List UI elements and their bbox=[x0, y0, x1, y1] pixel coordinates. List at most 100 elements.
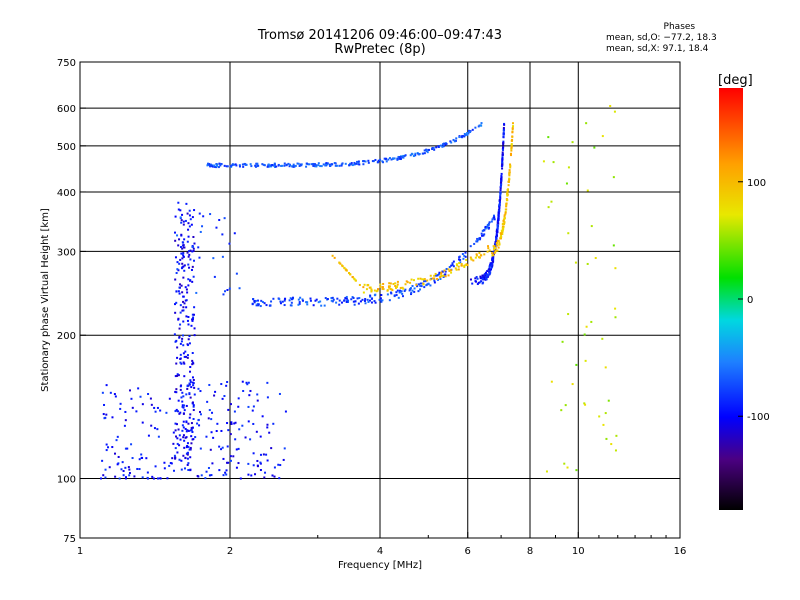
data-point bbox=[511, 127, 514, 130]
data-point bbox=[408, 289, 411, 292]
data-point bbox=[256, 459, 259, 462]
data-point bbox=[423, 149, 426, 152]
data-point bbox=[226, 289, 229, 292]
y-tick-label: 300 bbox=[57, 247, 76, 258]
chart-title-line1: Tromsø 20141206 09:46:00–09:47:43 bbox=[257, 28, 503, 43]
data-point bbox=[404, 154, 407, 157]
data-point bbox=[179, 209, 182, 212]
data-point bbox=[442, 145, 445, 148]
data-point bbox=[189, 258, 192, 261]
data-point bbox=[505, 208, 508, 211]
data-point bbox=[283, 447, 286, 450]
data-point bbox=[180, 284, 183, 287]
data-point bbox=[490, 268, 493, 271]
data-point bbox=[131, 457, 134, 460]
data-point bbox=[574, 261, 577, 264]
data-point bbox=[437, 145, 440, 148]
data-point bbox=[361, 298, 364, 301]
data-point bbox=[330, 297, 333, 300]
data-point bbox=[413, 290, 416, 293]
data-point bbox=[330, 299, 333, 302]
data-point bbox=[114, 452, 117, 455]
data-point bbox=[250, 474, 253, 477]
data-point bbox=[191, 216, 194, 219]
data-point bbox=[181, 262, 184, 265]
data-point bbox=[297, 162, 300, 165]
data-point bbox=[182, 361, 185, 364]
data-point bbox=[502, 218, 505, 221]
data-point bbox=[509, 163, 512, 166]
data-point bbox=[586, 189, 589, 192]
data-point bbox=[190, 386, 193, 389]
data-point bbox=[480, 280, 483, 283]
data-point bbox=[487, 223, 490, 226]
data-point bbox=[481, 277, 484, 280]
data-point bbox=[215, 430, 218, 433]
data-point bbox=[185, 393, 188, 396]
data-point bbox=[449, 140, 452, 143]
data-point bbox=[178, 283, 181, 286]
data-point bbox=[314, 299, 317, 302]
data-point bbox=[598, 415, 601, 418]
data-point bbox=[181, 257, 184, 260]
data-point bbox=[451, 262, 454, 265]
data-point bbox=[119, 402, 122, 405]
data-point bbox=[114, 475, 117, 478]
data-point bbox=[179, 438, 182, 441]
data-point bbox=[379, 283, 382, 286]
data-point bbox=[452, 260, 455, 263]
data-point bbox=[259, 462, 262, 465]
data-point bbox=[312, 164, 315, 167]
data-point bbox=[262, 453, 265, 456]
data-point bbox=[180, 252, 183, 255]
data-point bbox=[177, 428, 180, 431]
data-point bbox=[409, 281, 412, 284]
data-point bbox=[177, 201, 180, 204]
data-point bbox=[191, 402, 194, 405]
data-point bbox=[433, 274, 436, 277]
data-point bbox=[283, 304, 286, 307]
data-point bbox=[298, 302, 301, 305]
data-point bbox=[187, 263, 190, 266]
data-point bbox=[415, 283, 418, 286]
data-point bbox=[348, 272, 351, 275]
data-point bbox=[252, 452, 255, 455]
data-point bbox=[237, 405, 240, 408]
data-point bbox=[261, 300, 264, 303]
data-point bbox=[362, 286, 365, 289]
data-point bbox=[497, 222, 500, 225]
data-point bbox=[179, 353, 182, 356]
data-point bbox=[586, 262, 589, 265]
data-point bbox=[176, 373, 179, 376]
data-point bbox=[113, 393, 116, 396]
data-point bbox=[510, 139, 513, 142]
data-point bbox=[187, 338, 190, 341]
data-point bbox=[615, 434, 618, 437]
data-point bbox=[506, 191, 509, 194]
data-point bbox=[191, 426, 194, 429]
data-point bbox=[358, 283, 361, 286]
data-point bbox=[256, 162, 259, 165]
data-point bbox=[186, 445, 189, 448]
data-point bbox=[191, 363, 194, 366]
data-point bbox=[239, 477, 242, 480]
data-point bbox=[450, 141, 453, 144]
data-point bbox=[272, 297, 275, 300]
data-point bbox=[464, 134, 467, 137]
data-point bbox=[123, 424, 126, 427]
data-point bbox=[199, 390, 202, 393]
data-point bbox=[102, 474, 105, 477]
data-point bbox=[496, 228, 499, 231]
data-point bbox=[500, 174, 503, 177]
data-point bbox=[477, 281, 480, 284]
data-point bbox=[483, 274, 486, 277]
data-point bbox=[130, 443, 133, 446]
data-point bbox=[191, 318, 194, 321]
data-point bbox=[109, 391, 112, 394]
data-point bbox=[292, 163, 295, 166]
data-point bbox=[451, 263, 454, 266]
data-point bbox=[187, 429, 190, 432]
data-point bbox=[188, 214, 191, 217]
data-point bbox=[176, 268, 179, 271]
data-point bbox=[188, 416, 191, 419]
